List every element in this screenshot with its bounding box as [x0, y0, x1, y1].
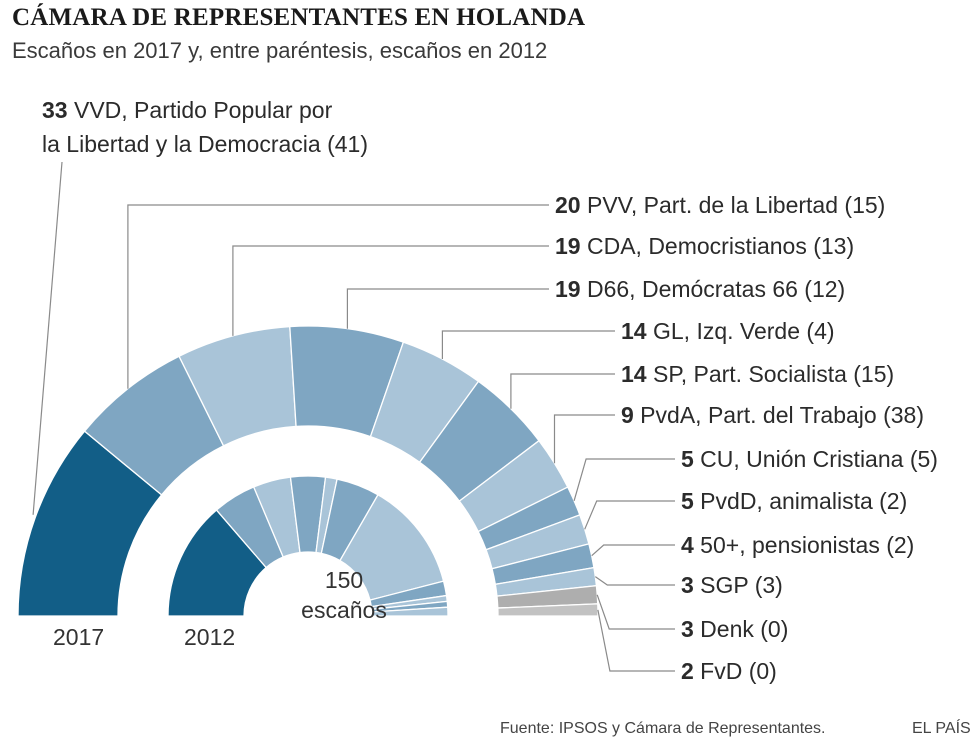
party-seats-2017-1: 20: [555, 192, 581, 218]
party-seats-2017-10: 3: [681, 572, 694, 598]
leader-line-3: [346, 288, 549, 329]
party-seats-2017-4: 14: [621, 318, 647, 344]
party-label-1: 20 PVV, Part. de la Libertad (15): [555, 192, 885, 218]
party-name-9: 50+, pensionistas (2): [694, 532, 915, 558]
center-seat-count: 150: [325, 567, 363, 593]
party-seats-2017-7: 5: [681, 446, 694, 472]
party-name-12: FvD (0): [694, 658, 777, 684]
party-label-3: 19 D66, Demócratas 66 (12): [555, 276, 845, 302]
leader-line-4: [441, 330, 615, 359]
leader-line-5: [510, 373, 615, 409]
leader-line-2: [232, 245, 549, 336]
leader-line-8: [584, 500, 675, 530]
party-name-0: VVD, Partido Popular por: [68, 97, 333, 123]
party-seats-2017-11: 3: [681, 616, 694, 642]
party-label-11: 3 Denk (0): [681, 616, 788, 642]
party-name-11: Denk (0): [694, 616, 789, 642]
party-name-10: SGP (3): [694, 572, 783, 598]
party-label-2: 19 CDA, Democristianos (13): [555, 233, 854, 259]
party-seats-2017-2: 19: [555, 233, 581, 259]
party-name-8: PvdD, animalista (2): [694, 488, 907, 514]
party-label-0-line-1: la Libertad y la Democracia (41): [42, 131, 368, 157]
party-name-7: CU, Unión Cristiana (5): [694, 446, 938, 472]
chart-title: CÁMARA DE REPRESENTANTES EN HOLANDA: [12, 4, 586, 31]
party-name-4: GL, Izq. Verde (4): [647, 318, 835, 344]
party-seats-2017-9: 4: [681, 532, 694, 558]
party-label-12: 2 FvD (0): [681, 658, 777, 684]
party-label-6: 9 PvdA, Part. del Trabajo (38): [621, 402, 924, 428]
party-label-10: 3 SGP (3): [681, 572, 783, 598]
leader-line-12: [597, 609, 675, 672]
party-label-4: 14 GL, Izq. Verde (4): [621, 318, 835, 344]
leader-line-11: [596, 594, 675, 630]
party-name-2: CDA, Democristianos (13): [581, 233, 855, 259]
party-seats-2017-6: 9: [621, 402, 634, 428]
leader-line-7: [573, 458, 675, 501]
party-seats-2017-8: 5: [681, 488, 694, 514]
leader-line-0: [32, 161, 63, 515]
party-label-9: 4 50+, pensionistas (2): [681, 532, 914, 558]
chart-subtitle: Escaños en 2017 y, entre paréntesis, esc…: [12, 38, 548, 63]
party-name-6: PvdA, Part. del Trabajo (38): [634, 402, 924, 428]
party-seats-2017-12: 2: [681, 658, 694, 684]
party-seats-2017-5: 14: [621, 361, 647, 387]
party-label-8: 5 PvdD, animalista (2): [681, 488, 907, 514]
party-name-5: SP, Part. Socialista (15): [647, 361, 895, 387]
ring-2017-seg-12: [497, 603, 599, 617]
publisher-brand: EL PAÍS: [912, 720, 971, 737]
ring-2012-seg-10: [371, 606, 449, 617]
party-name-1: PVV, Part. de la Libertad (15): [581, 192, 886, 218]
leader-line-1: [127, 204, 549, 389]
party-label-0: 33 VVD, Partido Popular por: [42, 97, 333, 123]
ring-label-2012: 2012: [184, 624, 235, 650]
center-seat-unit: escaños: [301, 597, 387, 623]
party-label-5: 14 SP, Part. Socialista (15): [621, 361, 894, 387]
leader-line-6: [553, 414, 615, 464]
party-seats-2017-3: 19: [555, 276, 581, 302]
party-name-3: D66, Demócratas 66 (12): [581, 276, 846, 302]
party-label-7: 5 CU, Unión Cristiana (5): [681, 446, 938, 472]
ring-label-2017: 2017: [53, 624, 104, 650]
party-seats-2017-0: 33: [42, 97, 68, 123]
source-note: Fuente: IPSOS y Cámara de Representantes…: [500, 720, 826, 737]
leader-line-9: [591, 544, 675, 557]
leader-line-10: [594, 576, 675, 586]
